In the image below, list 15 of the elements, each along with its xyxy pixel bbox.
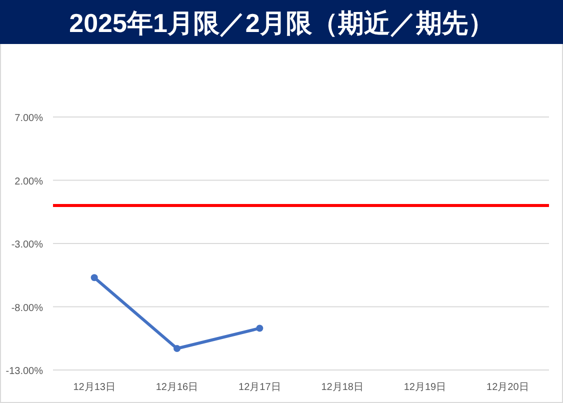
y-tick-label: -3.00% — [11, 240, 44, 250]
x-tick-label: 12月18日 — [321, 382, 364, 393]
x-tick-label: 12月17日 — [238, 382, 281, 393]
point — [174, 344, 180, 352]
y-tick-label: -8.00% — [11, 302, 44, 314]
x-tick-label: 12月13日 — [73, 382, 116, 393]
x-tick-label: 12月19日 — [404, 382, 446, 393]
point — [90, 274, 98, 282]
x-tick-label: 12月20日 — [486, 382, 529, 393]
y-tick-label: 7.00% — [14, 113, 44, 124]
point — [256, 324, 264, 332]
y-tick-label: -13.00% — [6, 366, 44, 377]
x-tick-label: 12月16日 — [156, 382, 198, 393]
y-tick-label: 2.00% — [14, 176, 44, 188]
chart-title: 2025年1月限／2月限（期近／期先） — [69, 8, 494, 38]
